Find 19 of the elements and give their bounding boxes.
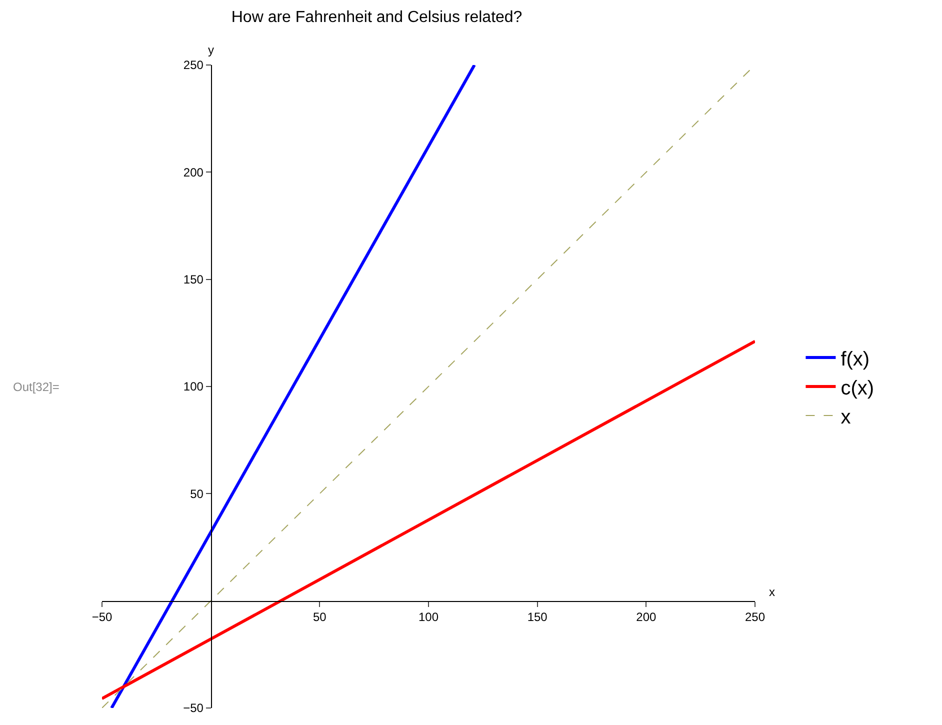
legend-label: x (840, 406, 851, 428)
y-axis-title: y (208, 43, 214, 57)
x-axis-title: x (769, 585, 775, 599)
y-tick-label: 50 (190, 486, 204, 501)
x-tick-label: −50 (92, 610, 112, 624)
x-tick-label: 150 (527, 610, 548, 624)
y-tick-label: 250 (183, 58, 204, 72)
y-tick-label: 200 (183, 165, 204, 180)
x-tick-label: 200 (636, 610, 656, 624)
x-tick-label: 100 (418, 610, 439, 624)
text: Out[32]= (13, 380, 60, 394)
x-tick-label: 250 (744, 610, 766, 624)
legend-label: f(x) (840, 348, 870, 370)
y-tick-label: 100 (183, 380, 204, 394)
x-tick-label: 50 (312, 610, 327, 624)
legend-label: c(x) (840, 377, 874, 400)
y-tick-label: −50 (183, 701, 204, 716)
y-tick-label: 150 (183, 272, 204, 287)
chart-title: How are Fahrenheit and Celsius related? (231, 9, 522, 26)
